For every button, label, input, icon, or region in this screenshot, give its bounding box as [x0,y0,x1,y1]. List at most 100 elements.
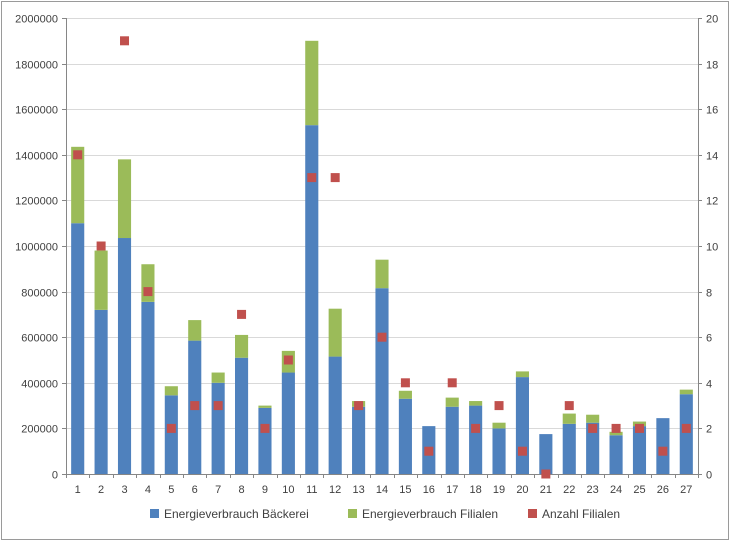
bar-bakery [211,382,225,474]
bar-branches [117,159,132,239]
bar-bakery [586,422,600,474]
marker-count [330,173,340,183]
bar-branches [188,320,202,341]
marker-count [96,241,106,251]
bar-branches [375,259,389,289]
bar-bakery [469,405,483,474]
x-tick-label: 23 [587,484,599,496]
bar-branches [71,146,85,224]
bar-bakery [656,418,670,474]
bar-branches [328,308,342,357]
legend-label-bakery: Energieverbrauch Bäckerei [164,507,309,521]
bar-bakery [398,398,412,474]
x-tick-label: 3 [121,484,127,496]
bar-bakery [632,426,647,474]
bar-branches [469,401,483,406]
x-tick-label: 13 [352,484,364,496]
left-tick-label: 1800000 [15,60,58,72]
marker-count [494,401,504,411]
marker-count [400,378,410,388]
marker-count [564,401,574,411]
marker-count [517,446,527,456]
bar-bakery [445,406,459,474]
bar-branches [258,405,272,408]
bar-bakery [258,407,272,474]
left-tick-label: 800000 [21,288,58,300]
x-tick-label: 4 [145,484,151,496]
right-tick-label: 4 [706,379,712,391]
marker-count [307,173,317,183]
x-tick-label: 15 [399,484,411,496]
right-tick-label: 20 [706,14,718,26]
marker-count [143,287,153,297]
bar-bakery [328,356,342,474]
bar-branches [679,389,693,395]
legend-swatch-bakery [150,509,159,518]
marker-count [166,423,176,433]
legend-label-branches: Energieverbrauch Filialen [362,507,498,521]
bar-branches [609,431,623,436]
count-markers [73,36,691,479]
bar-branches [305,40,319,126]
bar-bakery [141,301,155,474]
marker-count [658,446,668,456]
right-axis-ticks: 0 2 4 6 8 10 12 14 16 18 20 [706,14,718,482]
marker-count [681,423,691,433]
marker-count [283,355,293,365]
marker-count [634,423,644,433]
bar-branches [492,422,506,429]
left-tick-label: 2000000 [15,14,58,26]
x-tick-label: 21 [540,484,552,496]
right-tick-label: 6 [706,333,712,345]
bar-bakery [94,309,108,474]
bar-bakery [352,406,366,474]
bar-bakery [117,238,132,474]
marker-count [588,423,598,433]
bar-bakery [515,377,529,474]
right-tick-label: 16 [706,105,718,117]
bar-bakery [609,435,623,474]
marker-count [377,332,387,342]
right-tick-label: 10 [706,242,718,254]
bar-branches [515,371,529,378]
left-tick-label: 1000000 [15,242,58,254]
right-tick-label: 0 [706,470,712,482]
legend-swatch-branches [348,509,357,518]
x-tick-label: 18 [470,484,482,496]
legend: Energieverbrauch Bäckerei Energieverbrau… [150,507,620,521]
legend-swatch-count [528,509,537,518]
right-tick-label: 12 [706,196,718,208]
bar-branches [632,421,647,427]
x-tick-label: 22 [563,484,575,496]
bar-branches [164,386,178,396]
left-tick-label: 200000 [21,424,58,436]
x-tick-label: 19 [493,484,505,496]
bar-bakery [71,223,85,474]
bar-bakery [562,423,576,474]
bar-bakery [305,125,319,474]
x-tick-label: 20 [516,484,528,496]
right-tick-label: 18 [706,60,718,72]
x-tick-label: 16 [423,484,435,496]
left-tick-label: 400000 [21,379,58,391]
bar-branches [141,264,155,302]
right-tick-label: 8 [706,288,712,300]
bar-branches [211,372,225,383]
marker-count [447,378,457,388]
bar-branches [445,397,459,407]
x-tick-label: 10 [282,484,294,496]
bar-bakery [235,357,249,474]
bar-branches [94,250,108,310]
x-tick-label: 11 [306,484,317,496]
bar-bakery [539,434,553,474]
x-tick-label: 7 [215,484,221,496]
x-tick-label: 17 [446,484,458,496]
x-tick-label: 26 [657,484,669,496]
x-tick-label: 27 [680,484,692,496]
x-tick-label: 25 [633,484,645,496]
right-tick-label: 2 [706,424,712,436]
x-tick-label: 1 [75,484,81,496]
x-tick-label: 12 [329,484,341,496]
